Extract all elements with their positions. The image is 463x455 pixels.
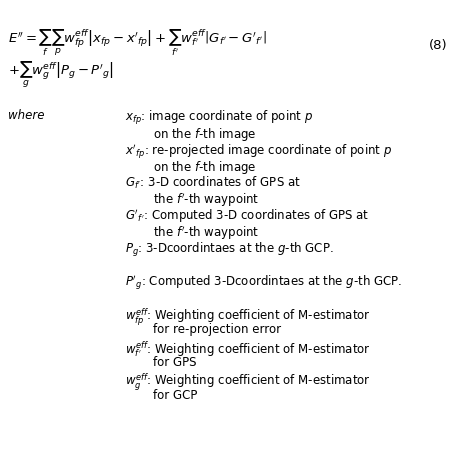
Text: on the $f$-th image: on the $f$-th image	[153, 126, 256, 142]
Text: on the $f$-th image: on the $f$-th image	[153, 158, 256, 175]
Text: $w_{f'}^{eff}$: Weighting coefficient of M-estimator: $w_{f'}^{eff}$: Weighting coefficient of…	[125, 339, 370, 358]
Text: for GPS: for GPS	[153, 355, 196, 368]
Text: $x_{fp}$: image coordinate of point $p$: $x_{fp}$: image coordinate of point $p$	[125, 109, 313, 127]
Text: $E''= \sum_{f} \sum_{p} w_{fp}^{eff}\left| x_{fp} - x'_{fp} \right|+ \sum_{f'} w: $E''= \sum_{f} \sum_{p} w_{fp}^{eff}\lef…	[8, 27, 267, 58]
Text: $w_{fp}^{eff}$: Weighting coefficient of M-estimator: $w_{fp}^{eff}$: Weighting coefficient of…	[125, 306, 370, 327]
Text: the $f'$-th waypoint: the $f'$-th waypoint	[153, 224, 259, 241]
Text: for GCP: for GCP	[153, 388, 197, 401]
Text: $G'_{f'}$: Computed 3-D coordinates of GPS at: $G'_{f'}$: Computed 3-D coordinates of G…	[125, 207, 369, 225]
Text: $P'_g$: Computed 3-Dcoordintaes at the $g$-th GCP.: $P'_g$: Computed 3-Dcoordintaes at the $…	[125, 273, 401, 292]
Text: $w_g^{eff}$: Weighting coefficient of M-estimator: $w_g^{eff}$: Weighting coefficient of M-…	[125, 371, 370, 393]
Text: $x'_{fp}$: re-projected image coordinate of point $p$: $x'_{fp}$: re-projected image coordinate…	[125, 142, 392, 161]
Text: $+ \sum_{g} w_{g}^{eff} \left| P_{g} - P'_{g} \right|$: $+ \sum_{g} w_{g}^{eff} \left| P_{g} - P…	[8, 59, 114, 89]
Text: for re-projection error: for re-projection error	[153, 322, 281, 335]
Text: $P_g$: 3-Dcoordintaes at the $g$-th GCP.: $P_g$: 3-Dcoordintaes at the $g$-th GCP.	[125, 240, 333, 258]
Text: where: where	[8, 109, 45, 122]
Text: $G_{f'}$: 3-D coordinates of GPS at: $G_{f'}$: 3-D coordinates of GPS at	[125, 175, 300, 191]
Text: (8): (8)	[428, 39, 447, 52]
Text: the $f'$-th waypoint: the $f'$-th waypoint	[153, 191, 259, 208]
